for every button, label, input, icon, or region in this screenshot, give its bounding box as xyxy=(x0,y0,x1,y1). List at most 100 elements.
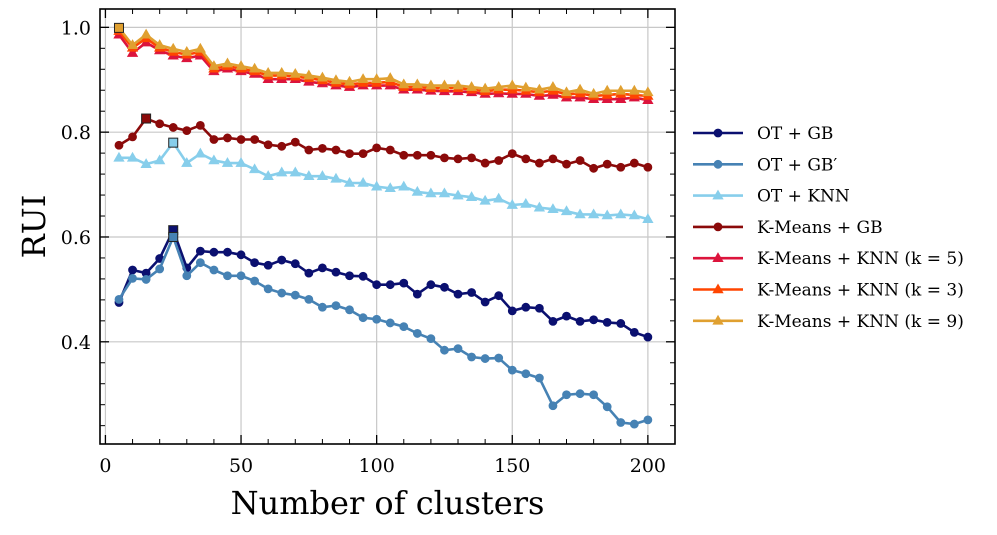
data-point xyxy=(128,265,137,275)
data-point xyxy=(425,79,437,90)
data-point xyxy=(465,191,478,201)
data-point xyxy=(520,81,532,92)
data-point xyxy=(494,291,504,301)
data-point xyxy=(194,147,207,158)
data-point xyxy=(467,153,476,163)
data-point xyxy=(548,401,558,411)
data-point xyxy=(426,280,436,290)
data-point xyxy=(643,415,653,425)
legend-item: OT + GB′ xyxy=(693,155,837,175)
data-point xyxy=(114,294,124,304)
data-point xyxy=(223,133,232,143)
data-point xyxy=(562,159,571,169)
data-point xyxy=(372,314,382,324)
data-point xyxy=(223,247,232,257)
data-point xyxy=(371,73,383,84)
data-point xyxy=(601,84,613,95)
data-point xyxy=(236,271,246,281)
series-line xyxy=(117,228,649,339)
data-point xyxy=(384,182,396,193)
data-point xyxy=(493,81,505,91)
data-point xyxy=(601,209,613,220)
data-point xyxy=(358,271,368,281)
data-point xyxy=(628,84,640,95)
data-point xyxy=(277,255,287,265)
data-point xyxy=(575,316,585,326)
data-point xyxy=(209,135,219,144)
series-line xyxy=(118,141,649,221)
data-point xyxy=(425,187,437,198)
data-point xyxy=(209,247,219,257)
data-point xyxy=(250,258,259,268)
data-point xyxy=(262,66,274,77)
data-point xyxy=(235,157,247,167)
y-axis-label: RUI xyxy=(15,195,53,259)
data-point xyxy=(615,84,627,95)
data-point xyxy=(126,151,139,162)
data-point xyxy=(194,42,207,53)
data-point xyxy=(587,208,600,219)
data-point xyxy=(181,157,193,167)
data-point xyxy=(168,137,179,148)
data-point xyxy=(318,144,327,153)
data-point xyxy=(453,154,463,164)
data-point xyxy=(290,290,300,300)
data-point xyxy=(589,390,599,400)
data-point xyxy=(452,189,464,200)
legend-item: K-Means + KNN (k = 3) xyxy=(693,281,964,301)
legend-item: K-Means + GB xyxy=(693,218,883,238)
data-point xyxy=(126,47,139,57)
data-point xyxy=(574,83,586,94)
data-point xyxy=(331,301,341,311)
data-point xyxy=(494,353,504,363)
y-tick-label: 0.4 xyxy=(61,332,91,354)
data-point xyxy=(236,250,246,260)
data-point xyxy=(168,123,178,132)
data-point xyxy=(343,75,356,86)
legend-item: K-Means + KNN (k = 9) xyxy=(693,312,964,332)
data-point xyxy=(438,187,451,198)
data-point xyxy=(330,74,342,85)
legend-label: K-Means + KNN (k = 5) xyxy=(757,249,964,269)
data-point xyxy=(167,42,179,53)
data-point xyxy=(602,159,612,169)
data-point xyxy=(236,135,246,144)
data-point xyxy=(154,39,166,49)
data-point xyxy=(467,352,476,362)
y-tick-label: 0.8 xyxy=(61,122,91,144)
data-point xyxy=(465,81,478,91)
data-point xyxy=(303,69,315,80)
data-point xyxy=(304,294,314,304)
data-point xyxy=(248,163,261,174)
legend-marker xyxy=(712,252,724,263)
data-point xyxy=(343,176,356,187)
data-point xyxy=(126,39,139,49)
data-point xyxy=(589,315,599,325)
legend-label: OT + GB xyxy=(757,124,833,144)
data-point xyxy=(642,86,654,97)
data-point xyxy=(602,402,612,412)
data-point xyxy=(453,344,463,354)
data-point xyxy=(629,327,639,337)
data-point xyxy=(195,258,205,268)
legend-label: OT + KNN xyxy=(757,187,850,207)
data-point xyxy=(372,280,382,290)
data-point xyxy=(289,166,301,177)
data-point xyxy=(575,156,585,165)
data-point xyxy=(548,316,558,326)
data-point xyxy=(318,263,327,273)
data-point xyxy=(615,208,627,219)
data-point xyxy=(629,419,639,429)
x-axis-label: Number of clusters xyxy=(231,484,545,522)
data-point xyxy=(262,170,274,180)
grid xyxy=(100,9,675,444)
x-tick-label: 50 xyxy=(229,455,253,477)
legend-marker xyxy=(713,128,723,138)
data-point xyxy=(438,79,451,90)
data-point xyxy=(521,302,531,312)
data-point xyxy=(250,135,259,144)
legend-label: K-Means + KNN (k = 9) xyxy=(757,312,964,332)
data-point xyxy=(534,373,544,383)
legend-marker xyxy=(712,189,724,200)
